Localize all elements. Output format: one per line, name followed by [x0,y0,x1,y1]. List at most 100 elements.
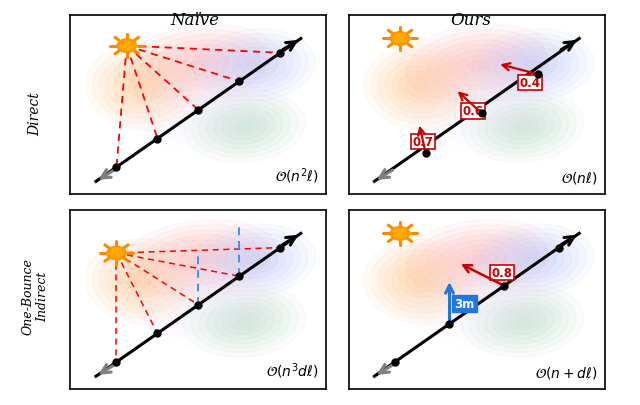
Ellipse shape [476,92,498,105]
Text: $\mathcal{O}(n\ell)$: $\mathcal{O}(n\ell)$ [561,170,597,185]
Ellipse shape [232,53,278,80]
Ellipse shape [378,55,463,119]
Ellipse shape [371,245,470,319]
Ellipse shape [392,260,449,303]
Ellipse shape [457,250,497,271]
Ellipse shape [85,45,199,130]
Ellipse shape [413,277,428,287]
Ellipse shape [396,26,557,107]
Ellipse shape [426,40,527,92]
Ellipse shape [128,77,156,98]
Text: Ours: Ours [450,12,491,29]
Ellipse shape [392,66,449,109]
Ellipse shape [107,255,177,309]
Ellipse shape [485,298,561,344]
Ellipse shape [371,50,470,125]
Ellipse shape [138,230,259,291]
Ellipse shape [221,113,268,140]
Ellipse shape [502,243,564,279]
Ellipse shape [417,36,537,96]
Ellipse shape [417,230,537,291]
Ellipse shape [480,229,586,292]
Ellipse shape [85,239,199,324]
Ellipse shape [476,286,498,299]
Ellipse shape [385,61,456,114]
Ellipse shape [515,122,531,131]
Ellipse shape [406,30,547,102]
Ellipse shape [518,57,548,75]
Ellipse shape [187,279,230,306]
Ellipse shape [93,50,191,125]
Ellipse shape [495,238,571,283]
Ellipse shape [472,224,594,296]
Ellipse shape [229,117,260,136]
Circle shape [394,35,406,44]
Ellipse shape [144,252,273,333]
Ellipse shape [144,58,273,139]
Ellipse shape [158,46,239,86]
Ellipse shape [488,233,579,288]
Ellipse shape [462,91,584,163]
Ellipse shape [166,71,252,125]
Ellipse shape [148,40,249,92]
Ellipse shape [472,30,594,102]
Ellipse shape [184,91,305,163]
Ellipse shape [462,285,584,357]
Ellipse shape [412,245,563,340]
Ellipse shape [176,78,241,118]
Ellipse shape [447,245,507,276]
Text: 0.8: 0.8 [492,266,513,279]
Ellipse shape [202,34,308,98]
Ellipse shape [444,71,530,125]
Ellipse shape [168,51,228,81]
Ellipse shape [467,256,487,266]
Ellipse shape [168,245,228,276]
Ellipse shape [128,225,269,296]
Ellipse shape [508,117,538,136]
Ellipse shape [247,256,262,265]
Ellipse shape [224,48,285,84]
Ellipse shape [118,220,279,301]
Ellipse shape [406,77,435,98]
Ellipse shape [217,43,292,89]
Ellipse shape [158,240,239,281]
Ellipse shape [485,104,561,149]
Ellipse shape [500,307,546,335]
Ellipse shape [133,51,284,145]
Ellipse shape [406,271,435,292]
Ellipse shape [179,250,218,271]
Ellipse shape [187,85,230,112]
Ellipse shape [515,317,531,326]
Ellipse shape [510,53,556,80]
Ellipse shape [457,56,497,76]
Ellipse shape [148,235,249,286]
Ellipse shape [477,100,568,154]
Ellipse shape [422,58,552,139]
Ellipse shape [465,85,509,112]
Text: One-Bounce
Indirect: One-Bounce Indirect [21,257,49,334]
Ellipse shape [155,259,262,326]
Ellipse shape [237,317,252,326]
Ellipse shape [121,72,163,103]
Ellipse shape [467,61,487,71]
Ellipse shape [118,26,279,107]
Text: Direct: Direct [28,92,42,135]
Ellipse shape [100,250,184,314]
Ellipse shape [470,290,576,353]
Circle shape [120,42,133,51]
Circle shape [390,227,410,241]
Ellipse shape [436,46,517,86]
Ellipse shape [444,266,530,320]
Text: 0.6: 0.6 [462,105,483,118]
Ellipse shape [202,229,308,292]
Ellipse shape [128,271,156,292]
Ellipse shape [510,247,556,274]
Ellipse shape [133,245,284,340]
Ellipse shape [176,272,241,313]
Ellipse shape [495,43,571,89]
Ellipse shape [413,82,428,93]
Ellipse shape [232,247,278,274]
Circle shape [117,40,136,53]
Ellipse shape [477,294,568,348]
Ellipse shape [209,233,300,288]
